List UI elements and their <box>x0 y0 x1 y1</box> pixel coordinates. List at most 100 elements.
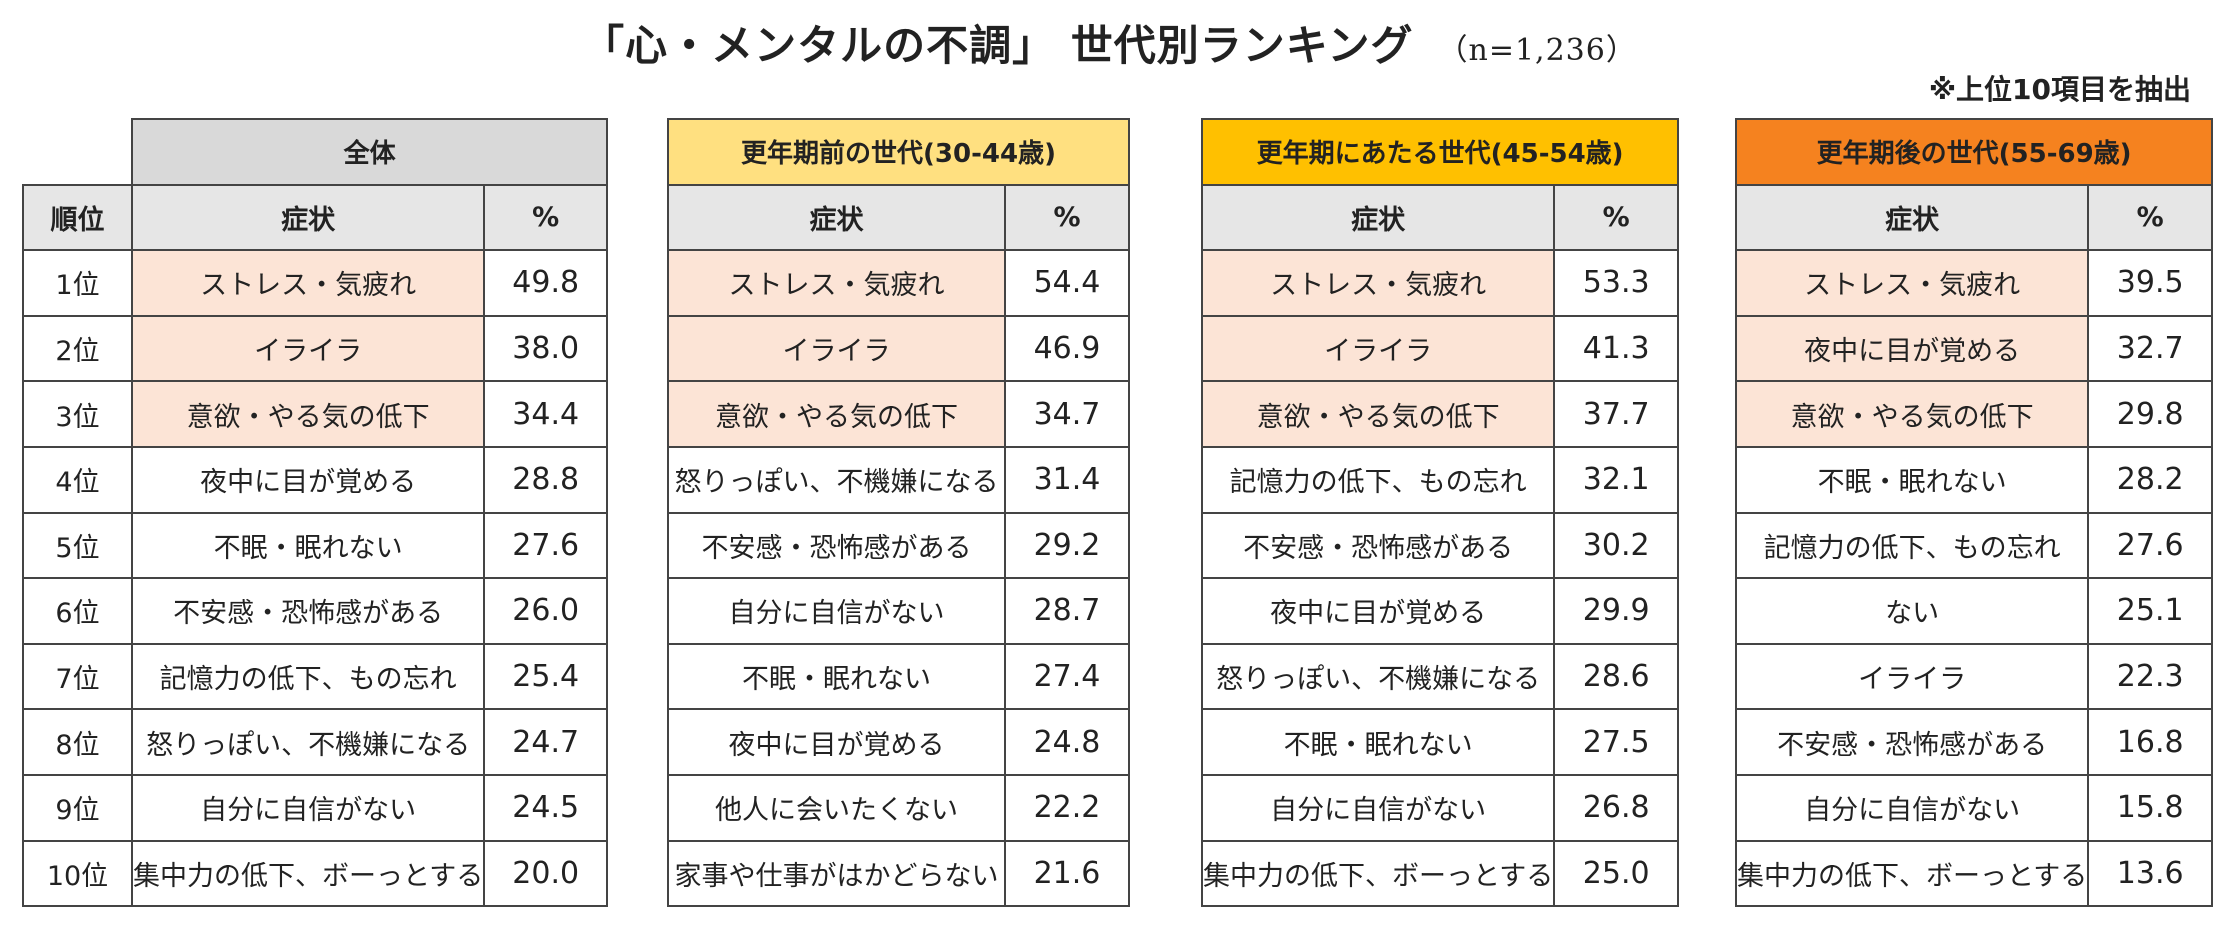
symptom-cell: 意欲・やる気の低下 <box>1200 380 1556 448</box>
table-row: 夜中に目が覚める 29.9 <box>1200 577 1680 645</box>
symptom-cell: 不眠・眠れない <box>1200 708 1556 776</box>
percent-cell: 29.2 <box>1004 511 1130 580</box>
ranking-table-3: 更年期後の世代(55-69歳) 症状% ストレス・気疲れ 39.5 夜中に目が覚める 32… <box>1734 118 2214 908</box>
table-row: 不眠・眠れない 27.5 <box>1200 708 1680 776</box>
table-row: イライラ 46.9 <box>667 314 1130 383</box>
percent-cell: 26.0 <box>483 577 609 645</box>
rank-label: 7位 <box>22 642 133 711</box>
symptom-cell: 自分に自信がない <box>1200 773 1556 842</box>
symptom-cell: 自分に自信がない <box>667 577 1006 645</box>
table-row: 不安感・恐怖感がある 30.2 <box>1200 511 1680 580</box>
table-row: 夜中に目が覚める 32.7 <box>1734 314 2214 383</box>
symptom-cell: 集中力の低下、ボーっとする <box>1200 839 1556 908</box>
percent-cell: 24.5 <box>483 773 609 842</box>
percent-cell: 53.3 <box>1553 249 1680 317</box>
symptom-cell: 夜中に目が覚める <box>1200 577 1556 645</box>
percent-cell: 28.2 <box>2087 445 2214 514</box>
percent-cell: 54.4 <box>1004 249 1130 317</box>
percent-cell: 22.3 <box>2087 642 2214 711</box>
rank-label: 10位 <box>22 839 133 908</box>
symptom-cell: 記憶力の低下、もの忘れ <box>130 642 486 711</box>
symptom-cell: 不安感・恐怖感がある <box>1734 708 2090 776</box>
rank-label: 2位 <box>22 314 133 383</box>
percent-cell: 28.7 <box>1004 577 1130 645</box>
table-row: 自分に自信がない 15.8 <box>1734 773 2214 842</box>
blank-cell <box>23 119 132 185</box>
group-header: 全体 <box>130 118 609 186</box>
percent-cell: 39.5 <box>2087 249 2214 317</box>
table-row: 他人に会いたくない 22.2 <box>667 773 1130 842</box>
symptom-cell: 不安感・恐怖感がある <box>1200 511 1556 580</box>
table-row: 7位 記憶力の低下、もの忘れ 25.4 <box>22 642 609 711</box>
table-row: 意欲・やる気の低下 34.7 <box>667 380 1130 448</box>
table-row: ストレス・気疲れ 53.3 <box>1200 249 1680 317</box>
symptom-cell: 怒りっぽい、不機嫌になる <box>130 708 486 776</box>
symptom-cell: 夜中に目が覚める <box>130 445 486 514</box>
table-row: 不安感・恐怖感がある 16.8 <box>1734 708 2214 776</box>
symptom-cell: 不眠・眠れない <box>130 511 486 580</box>
symptom-cell: 不安感・恐怖感がある <box>130 577 486 645</box>
symptom-header: 症状 <box>1200 183 1556 252</box>
percent-cell: 25.0 <box>1553 839 1680 908</box>
percent-cell: 25.4 <box>483 642 609 711</box>
percent-cell: 15.8 <box>2087 773 2214 842</box>
percent-header: % <box>1553 183 1680 252</box>
ranking-table-1: 更年期前の世代(30-44歳) 症状% ストレス・気疲れ 54.4 イライラ 46.9 意欲… <box>667 118 1130 908</box>
percent-cell: 24.8 <box>1004 708 1130 776</box>
ranking-table-2: 更年期にあたる世代(45-54歳) 症状% ストレス・気疲れ 53.3 イライラ 41.3… <box>1200 118 1680 908</box>
percent-cell: 37.7 <box>1553 380 1680 448</box>
table-row: 怒りっぽい、不機嫌になる 28.6 <box>1200 642 1680 711</box>
symptom-cell: 意欲・やる気の低下 <box>667 380 1006 448</box>
percent-cell: 34.4 <box>483 380 609 448</box>
symptom-header: 症状 <box>1734 183 2090 252</box>
table-row: 2位 イライラ 38.0 <box>22 314 609 383</box>
symptom-cell: 怒りっぽい、不機嫌になる <box>1200 642 1556 711</box>
symptom-cell: 他人に会いたくない <box>667 773 1006 842</box>
percent-cell: 30.2 <box>1553 511 1680 580</box>
chart-title: 「心・メンタルの不調」 世代別ランキング （n=1,236） <box>0 12 2219 73</box>
symptom-cell: 不安感・恐怖感がある <box>667 511 1006 580</box>
percent-cell: 49.8 <box>483 249 609 317</box>
percent-cell: 27.6 <box>2087 511 2214 580</box>
chart-title-text: 「心・メンタルの不調」 世代別ランキング <box>582 21 1414 70</box>
percent-cell: 24.7 <box>483 708 609 776</box>
percent-cell: 26.8 <box>1553 773 1680 842</box>
group-header: 更年期にあたる世代(45-54歳) <box>1200 118 1680 186</box>
rank-label: 6位 <box>22 577 133 645</box>
percent-cell: 38.0 <box>483 314 609 383</box>
symptom-cell: 不眠・眠れない <box>667 642 1006 711</box>
symptom-cell: ストレス・気疲れ <box>1200 249 1556 317</box>
table-row: 意欲・やる気の低下 37.7 <box>1200 380 1680 448</box>
table-row: 怒りっぽい、不機嫌になる 31.4 <box>667 445 1130 514</box>
percent-cell: 46.9 <box>1004 314 1130 383</box>
symptom-cell: 夜中に目が覚める <box>667 708 1006 776</box>
rank-label: 3位 <box>22 380 133 448</box>
percent-cell: 32.1 <box>1553 445 1680 514</box>
table-row: 記憶力の低下、もの忘れ 32.1 <box>1200 445 1680 514</box>
symptom-cell: 夜中に目が覚める <box>1734 314 2090 383</box>
symptom-cell: 自分に自信がない <box>130 773 486 842</box>
table-row: 不安感・恐怖感がある 29.2 <box>667 511 1130 580</box>
table-row: 3位 意欲・やる気の低下 34.4 <box>22 380 609 448</box>
symptom-cell: 不眠・眠れない <box>1734 445 2090 514</box>
table-row: 9位 自分に自信がない 24.5 <box>22 773 609 842</box>
percent-cell: 27.6 <box>483 511 609 580</box>
table-row: 自分に自信がない 28.7 <box>667 577 1130 645</box>
percent-cell: 31.4 <box>1004 445 1130 514</box>
symptom-cell: 家事や仕事がはかどらない <box>667 839 1006 908</box>
percent-header: % <box>2087 183 2214 252</box>
rank-label: 8位 <box>22 708 133 776</box>
rank-label: 1位 <box>22 249 133 317</box>
symptom-cell: イライラ <box>130 314 486 383</box>
percent-cell: 25.1 <box>2087 577 2214 645</box>
table-row: 4位 夜中に目が覚める 28.8 <box>22 445 609 514</box>
symptom-cell: 自分に自信がない <box>1734 773 2090 842</box>
symptom-cell: イライラ <box>1200 314 1556 383</box>
symptom-cell: ストレス・気疲れ <box>130 249 486 317</box>
table-row: 6位 不安感・恐怖感がある 26.0 <box>22 577 609 645</box>
percent-cell: 29.9 <box>1553 577 1680 645</box>
table-row: 1位 ストレス・気疲れ 49.8 <box>22 249 609 317</box>
table-row: 不眠・眠れない 28.2 <box>1734 445 2214 514</box>
percent-cell: 21.6 <box>1004 839 1130 908</box>
table-row: 集中力の低下、ボーっとする 13.6 <box>1734 839 2214 908</box>
